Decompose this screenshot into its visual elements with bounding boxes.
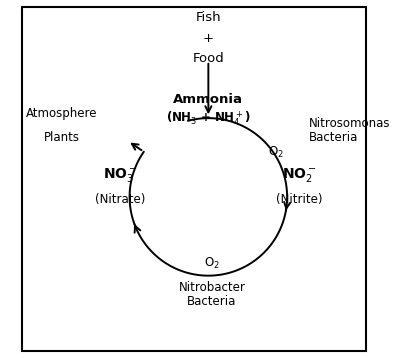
Text: Fish: Fish (195, 11, 221, 24)
Text: Bacteria: Bacteria (308, 131, 357, 144)
Text: Nitrosomonas: Nitrosomonas (308, 117, 389, 130)
Text: (NH$_3$ + NH$_4^+$): (NH$_3$ + NH$_4^+$) (166, 109, 250, 128)
Text: Plants: Plants (43, 131, 79, 144)
Text: Atmosphere: Atmosphere (26, 107, 97, 120)
Text: O$_2$: O$_2$ (268, 145, 284, 160)
Text: (Nitrite): (Nitrite) (276, 193, 322, 206)
Text: Bacteria: Bacteria (187, 295, 236, 308)
Text: (Nitrate): (Nitrate) (95, 193, 146, 206)
Text: O$_2$: O$_2$ (204, 256, 219, 271)
Text: +: + (203, 32, 213, 45)
Text: Ammonia: Ammonia (173, 93, 243, 106)
Text: Food: Food (192, 52, 224, 65)
Text: Nitrobacter: Nitrobacter (178, 281, 245, 294)
Text: NO$_2^-$: NO$_2^-$ (282, 166, 316, 184)
Text: NO$_3^-$: NO$_3^-$ (103, 166, 138, 184)
